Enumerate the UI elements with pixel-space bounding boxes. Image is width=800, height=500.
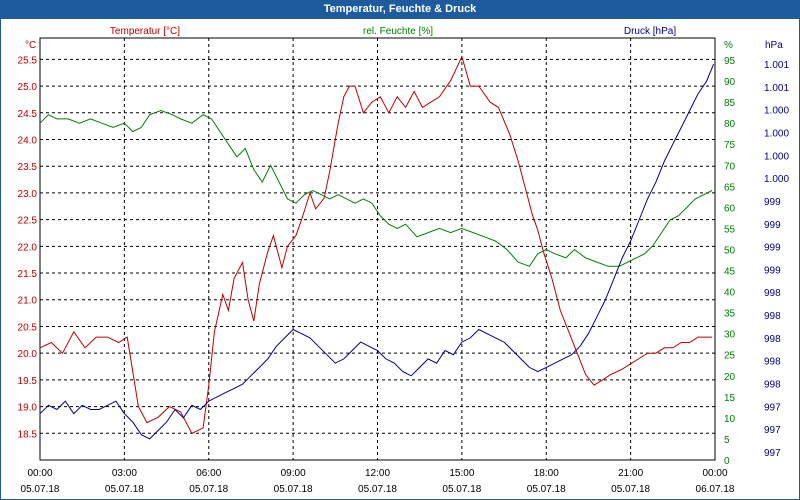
right1-tick-label: 50 bbox=[724, 245, 736, 256]
x-tick-date: 05.07.18 bbox=[105, 484, 144, 495]
x-tick-date: 05.07.18 bbox=[611, 484, 650, 495]
left-axis-unit: °C bbox=[25, 40, 36, 51]
right1-tick-label: 65 bbox=[724, 182, 736, 193]
right1-tick-label: 40 bbox=[724, 288, 736, 299]
left-tick-label: 21.0 bbox=[18, 296, 38, 307]
left-tick-label: 19.0 bbox=[18, 403, 38, 414]
left-tick-label: 22.5 bbox=[18, 216, 38, 227]
x-tick-date: 05.07.18 bbox=[358, 484, 397, 495]
right2-tick-label: 999 bbox=[764, 197, 781, 208]
right1-tick-label: 60 bbox=[724, 203, 736, 214]
right2-axis-unit: hPa bbox=[765, 40, 783, 51]
x-tick-time: 15:00 bbox=[449, 468, 474, 479]
grid bbox=[39, 37, 716, 461]
series-label-temperatur: Temperatur [°C] bbox=[110, 26, 180, 37]
right2-tick-label: 999 bbox=[764, 265, 781, 276]
right1-tick-label: 30 bbox=[724, 330, 736, 341]
right2-tick-label: 997 bbox=[764, 448, 781, 459]
right1-tick-label: 95 bbox=[724, 56, 736, 67]
right2-tick-label: 997 bbox=[764, 425, 781, 436]
left-tick-label: 24.0 bbox=[18, 135, 38, 146]
right2-tick-label: 998 bbox=[764, 334, 781, 345]
left-tick-label: 21.5 bbox=[18, 269, 38, 280]
right1-tick-label: 20 bbox=[724, 372, 736, 383]
right2-tick-label: 997 bbox=[764, 402, 781, 413]
x-tick-time: 00:00 bbox=[702, 468, 727, 479]
right1-tick-label: 15 bbox=[724, 393, 736, 404]
x-tick-time: 03:00 bbox=[112, 468, 137, 479]
series-label-druck: Druck [hPa] bbox=[624, 26, 676, 37]
right1-tick-label: 5 bbox=[724, 435, 730, 446]
x-tick-time: 00:00 bbox=[27, 468, 52, 479]
x-tick-date: 05.07.18 bbox=[442, 484, 481, 495]
left-tick-label: 23.5 bbox=[18, 162, 38, 173]
left-tick-label: 19.5 bbox=[18, 376, 38, 387]
x-tick-time: 18:00 bbox=[534, 468, 559, 479]
x-tick-date: 05.07.18 bbox=[527, 484, 566, 495]
right1-tick-label: 75 bbox=[724, 140, 736, 151]
right2-tick-label: 1.000 bbox=[764, 106, 789, 117]
right2-tick-label: 1.001 bbox=[764, 83, 789, 94]
left-tick-label: 20.0 bbox=[18, 349, 38, 360]
right2-tick-label: 998 bbox=[764, 357, 781, 368]
right2-tick-label: 1.000 bbox=[764, 128, 789, 139]
right2-tick-label: 1.000 bbox=[764, 151, 789, 162]
left-tick-label: 25.0 bbox=[18, 82, 38, 93]
right1-tick-label: 25 bbox=[724, 351, 736, 362]
x-tick-date: 05.07.18 bbox=[274, 484, 313, 495]
right2-tick-label: 1.001 bbox=[764, 60, 789, 71]
x-tick-time: 21:00 bbox=[618, 468, 643, 479]
series-line-1 bbox=[39, 109, 713, 267]
right2-tick-label: 998 bbox=[764, 288, 781, 299]
x-tick-time: 12:00 bbox=[365, 468, 390, 479]
right1-axis-unit: % bbox=[724, 40, 733, 51]
left-tick-label: 18.5 bbox=[18, 429, 38, 440]
right2-tick-label: 998 bbox=[764, 380, 781, 391]
left-tick-label: 23.0 bbox=[18, 189, 38, 200]
left-tick-label: 24.5 bbox=[18, 109, 38, 120]
tick-labels: 00:00 05.07.18 03:00 05.07.18 06:00 05.07.18 0… bbox=[18, 55, 790, 495]
x-tick-time: 06:00 bbox=[196, 468, 221, 479]
window-title: Temperatur, Feuchte & Druck bbox=[0, 0, 800, 18]
right2-tick-label: 999 bbox=[764, 243, 781, 254]
x-tick-date: 06.07.18 bbox=[696, 484, 735, 495]
right1-tick-label: 55 bbox=[724, 224, 736, 235]
right1-tick-label: 35 bbox=[724, 309, 736, 320]
left-tick-label: 22.0 bbox=[18, 242, 38, 253]
series-label-feuchte: rel. Feuchte [%] bbox=[363, 26, 433, 37]
right1-tick-label: 10 bbox=[724, 414, 736, 425]
right1-tick-label: 85 bbox=[724, 98, 736, 109]
right1-tick-label: 90 bbox=[724, 77, 736, 88]
right1-tick-label: 45 bbox=[724, 267, 736, 278]
left-tick-label: 20.5 bbox=[18, 322, 38, 333]
right2-tick-label: 1.000 bbox=[764, 174, 789, 185]
x-tick-date: 05.07.18 bbox=[21, 484, 60, 495]
series-line-2 bbox=[39, 64, 715, 440]
right1-tick-label: 80 bbox=[724, 119, 736, 130]
right2-tick-label: 998 bbox=[764, 311, 781, 322]
left-tick-label: 25.5 bbox=[18, 55, 38, 66]
x-tick-date: 05.07.18 bbox=[189, 484, 228, 495]
x-tick-time: 09:00 bbox=[281, 468, 306, 479]
plot-area bbox=[39, 55, 715, 440]
right2-tick-label: 999 bbox=[764, 220, 781, 231]
right1-tick-label: 0 bbox=[724, 456, 730, 467]
series-line-0 bbox=[39, 55, 713, 434]
right1-tick-label: 70 bbox=[724, 161, 736, 172]
